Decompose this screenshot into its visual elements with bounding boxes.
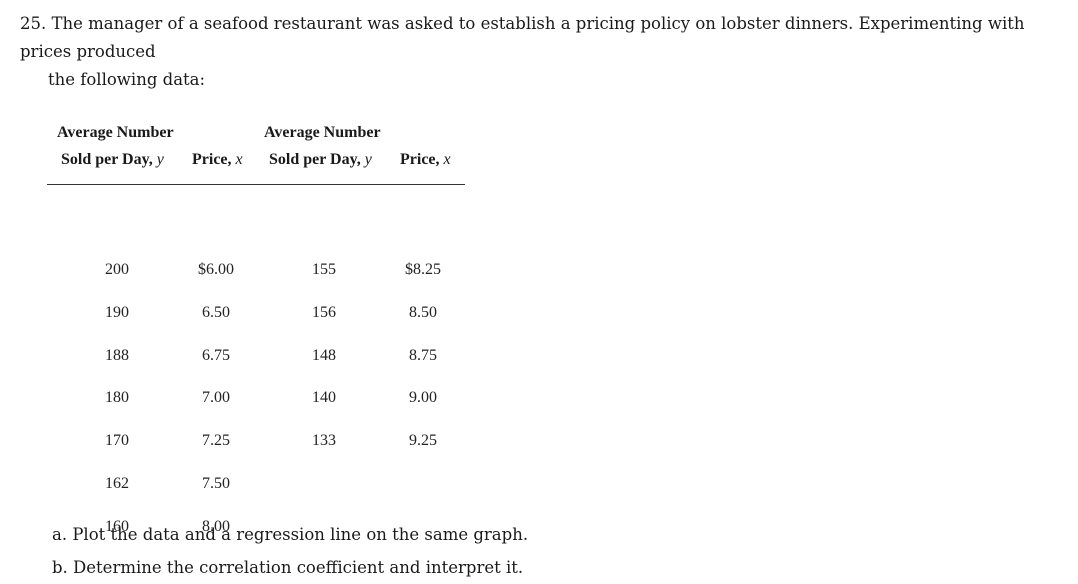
cell-sold: 180 [105,389,129,406]
cell-sold: 162 [105,475,129,492]
problem-text-line-2: the following data: [48,70,206,89]
cell-price: $8.25 [405,261,441,278]
cell-sold: 155 [312,261,336,278]
question-b: b. Determine the correlation coefficient… [52,558,524,577]
problem-text-line-1: The manager of a seafood restaurant was … [20,14,1025,61]
cell-price: 8.00 [202,518,230,535]
header-col3-bottom: Sold per Day, y [269,151,372,168]
cell-price: 6.50 [202,304,230,321]
cell-price: 8.75 [409,347,437,364]
cell-price: 6.75 [202,347,230,364]
cell-sold: 170 [105,432,129,449]
problem-statement: 25. The manager of a seafood restaurant … [20,10,1060,94]
cell-sold: 148 [312,347,336,364]
header-col1-top: Average Number [57,124,174,141]
problem-line-1: 25. The manager of a seafood restaurant … [20,10,1060,66]
problem-number: 25. [20,14,47,33]
cell-sold: 200 [105,261,129,278]
header-col4: Price, x [400,151,451,168]
cell-price: 7.50 [202,475,230,492]
table-header: Average Number Sold per Day, y Price, x … [47,118,465,185]
header-col2: Price, x [192,151,243,168]
question-a: a. Plot the data and a regression line o… [52,525,529,544]
cell-price: 9.00 [409,389,437,406]
cell-sold: 188 [105,347,129,364]
header-col1-bottom: Sold per Day, y [61,151,164,168]
header-col3-top: Average Number [264,124,381,141]
cell-sold: 190 [105,304,129,321]
question-list: a. Plot the data and a regression line o… [52,518,528,584]
cell-price: $6.00 [198,261,234,278]
cell-sold: 140 [312,389,336,406]
data-table: Average Number Sold per Day, y Price, x … [47,118,465,535]
cell-price: 8.50 [409,304,437,321]
cell-price: 7.00 [202,389,230,406]
cell-sold: 133 [312,432,336,449]
cell-sold: 156 [312,304,336,321]
cell-price: 7.25 [202,432,230,449]
cell-price: 9.25 [409,432,437,449]
cell-sold: 160 [105,518,129,535]
